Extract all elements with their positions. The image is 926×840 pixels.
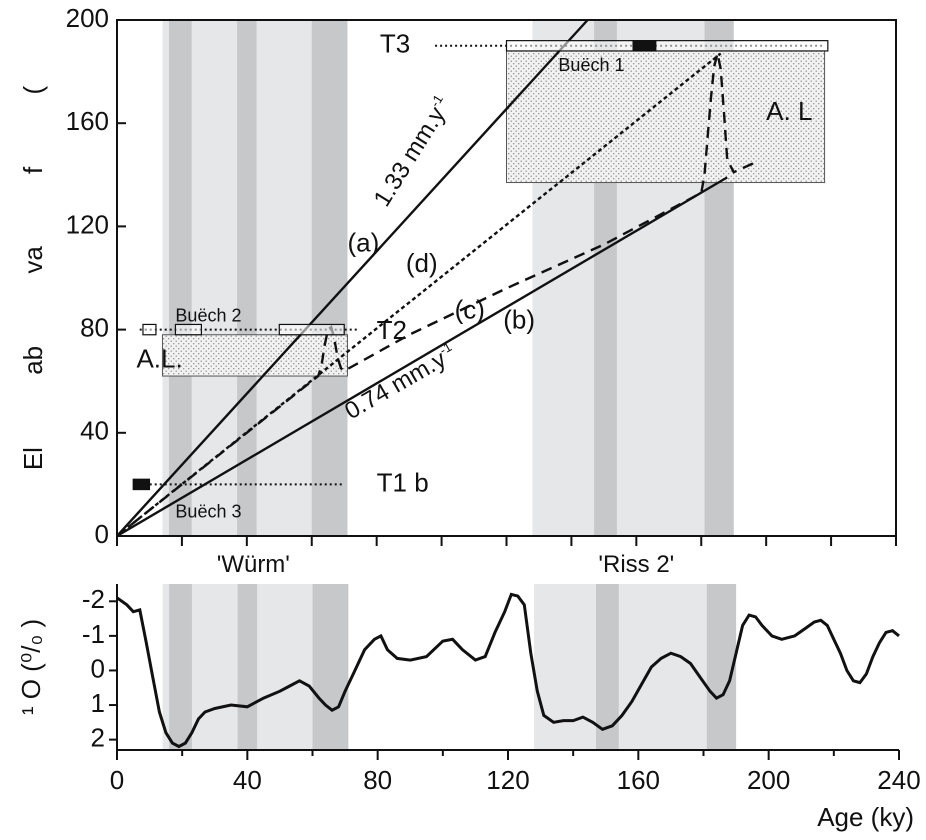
y-tick-label: -2 <box>82 584 105 614</box>
x-tick-label: 200 <box>747 765 790 795</box>
annotation-label: Buëch 3 <box>175 502 241 522</box>
annotation-label: (d) <box>406 248 438 278</box>
isotope-x-axis-label: Age (ky) <box>817 802 914 832</box>
x-tick-label: 40 <box>233 765 262 795</box>
glacial-band-dark <box>706 584 737 750</box>
annotation-label: (c) <box>455 294 485 324</box>
annotation-label: Buëch 1 <box>558 55 624 75</box>
elevation-x-ticks <box>116 536 897 546</box>
uplift-line-b <box>116 176 728 538</box>
x-tick-label: 80 <box>363 765 392 795</box>
annotation-label: Buëch 2 <box>175 305 241 325</box>
glacial-band-dark <box>237 20 257 536</box>
glacial-band-dark <box>311 20 348 536</box>
y-tick-label: 120 <box>66 209 109 239</box>
elevation-y-ticks: 0 40 80 120 160 200 <box>66 3 126 549</box>
dating-box-open <box>505 40 829 52</box>
glacial-band-dark <box>168 20 192 536</box>
stage-label: 'Riss 2' <box>598 551 674 578</box>
x-tick-label: 120 <box>486 765 529 795</box>
glacial-band-dark <box>595 584 619 750</box>
glacial-bands <box>162 20 734 536</box>
annotation-label: T1 b <box>377 467 429 497</box>
dating-box-open <box>174 323 202 336</box>
y-tick-label: 1 <box>91 688 105 718</box>
uplift-line-a <box>116 19 589 537</box>
uplift-rate-label: 0.74 mm.y-1 <box>340 339 461 425</box>
y-tick-label: 160 <box>66 106 109 136</box>
elevation-annotations: T3 T2 T1 b A. L A.L. Buëch 1 Buëch 2 Buëch 3 (a)… <box>136 29 812 522</box>
glacial-band-dark <box>169 584 192 750</box>
isotope-glacial-bands <box>162 584 737 750</box>
isotope-chart: -2 -1 0 1 2 0 40 80 120 160 200 240 ¹ O (⁰/₀ ) Age… <box>16 584 921 832</box>
stage-labels: 'Würm' 'Riss 2' <box>217 551 675 578</box>
glacial-band-dark <box>237 584 258 750</box>
alluvium-area <box>506 50 826 184</box>
glacial-band-light <box>534 584 737 750</box>
dating-marker-filled <box>632 40 657 52</box>
dating-box-open <box>142 323 157 336</box>
isotope-curve <box>116 592 900 749</box>
uplift-rate-label: 1.33 mm.y-1 <box>368 92 457 212</box>
dating-marker-filled <box>132 478 151 491</box>
uplift-rate-labels: 1.33 mm.y-1 0.74 mm.y-1 <box>340 92 461 425</box>
stage-label: 'Würm' <box>217 551 290 578</box>
uplift-line-c <box>116 53 757 537</box>
isotope-x-ticks: 0 40 80 120 160 200 240 <box>110 750 921 795</box>
y-tick-label: 200 <box>66 3 109 33</box>
y-tick-label: 0 <box>95 519 109 549</box>
annotation-label: (a) <box>347 227 379 257</box>
y-tick-label: 80 <box>80 312 109 342</box>
elevation-y-axis-label: El ab va f ( <box>18 85 48 470</box>
annotation-label: A.L. <box>136 343 182 373</box>
x-tick-label: 0 <box>110 765 124 795</box>
annotation-label: A. L <box>766 96 812 126</box>
uplift-line-d <box>116 52 722 537</box>
y-tick-label: -1 <box>82 619 105 649</box>
alluvium-area <box>161 334 348 377</box>
annotation-label: T2 <box>377 315 407 345</box>
dating-boxes <box>132 40 829 491</box>
isotope-y-ticks: -2 -1 0 1 2 <box>82 584 117 753</box>
x-tick-label: 240 <box>877 765 920 795</box>
isotope-y-axis-label: ¹ O (⁰/₀ ) <box>16 619 46 715</box>
y-tick-label: 0 <box>91 653 105 683</box>
y-tick-label: 40 <box>80 416 109 446</box>
annotation-label: T3 <box>380 29 410 59</box>
y-tick-label: 2 <box>91 723 105 753</box>
isotope-curve-line <box>116 592 900 749</box>
alluvial-stipple-areas <box>161 50 826 377</box>
elevation-chart: 0 40 80 120 160 200 T3 T2 T1 b A. L A.L. Buëch 1 Bu… <box>18 3 897 549</box>
x-tick-label: 160 <box>617 765 660 795</box>
annotation-label: (b) <box>503 305 535 335</box>
glacial-band-dark <box>312 584 349 750</box>
uplift-lines <box>116 19 757 538</box>
dating-box-open <box>278 323 345 336</box>
